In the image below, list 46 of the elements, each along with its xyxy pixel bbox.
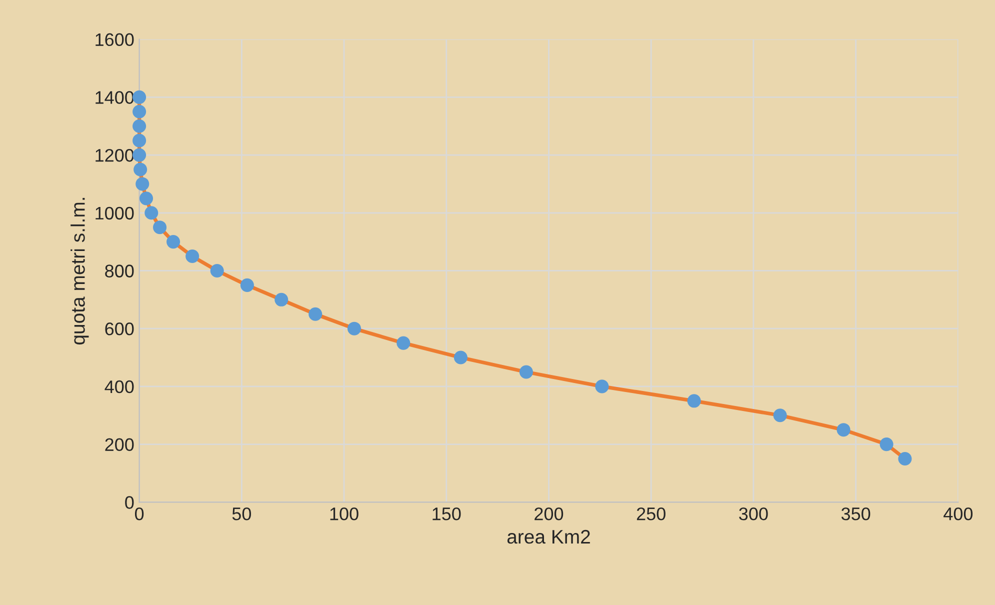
point xyxy=(880,438,894,452)
point xyxy=(153,220,167,234)
x-tick-label: 300 xyxy=(739,507,768,520)
point xyxy=(240,278,254,292)
point xyxy=(308,307,322,321)
point xyxy=(210,264,224,278)
point xyxy=(186,250,200,264)
y-tick-label: 400 xyxy=(104,380,134,394)
point xyxy=(132,104,146,118)
y-tick-label: 1000 xyxy=(96,206,134,220)
point xyxy=(132,148,146,162)
point xyxy=(132,90,146,104)
point xyxy=(454,350,468,364)
x-tick-label: 150 xyxy=(432,507,461,520)
y-tick-label: 1200 xyxy=(96,148,134,162)
point xyxy=(132,119,146,133)
y-tick-label: 800 xyxy=(105,264,134,278)
point xyxy=(144,206,158,220)
x-tick-label: 400 xyxy=(944,507,973,520)
x-tick-label: 0 xyxy=(134,507,144,520)
y-tick-label: 1400 xyxy=(96,91,134,104)
x-tick-label: 50 xyxy=(232,507,251,520)
point xyxy=(898,452,912,466)
point xyxy=(396,336,410,350)
point xyxy=(595,380,609,394)
x-tick-label: 100 xyxy=(330,507,358,520)
x-axis-title: area Km2 xyxy=(507,530,590,544)
y-tick-label: 1600 xyxy=(96,33,134,46)
x-tick-label: 250 xyxy=(636,507,666,520)
y-tick-label: 200 xyxy=(105,438,134,452)
point xyxy=(347,322,362,336)
y-tick-label: 600 xyxy=(105,322,134,336)
point xyxy=(132,134,146,148)
point xyxy=(773,408,787,422)
x-tick-label: 350 xyxy=(841,507,870,520)
y-axis-title: quota metri s.l.m. xyxy=(70,198,89,344)
point xyxy=(274,292,288,306)
point xyxy=(687,394,701,408)
x-tick-label: 200 xyxy=(534,507,564,520)
point xyxy=(836,423,850,437)
point xyxy=(519,365,533,379)
point xyxy=(166,235,180,249)
point xyxy=(139,192,154,206)
point xyxy=(134,162,148,176)
y-tick-label: 0 xyxy=(125,496,134,509)
point xyxy=(136,177,150,191)
